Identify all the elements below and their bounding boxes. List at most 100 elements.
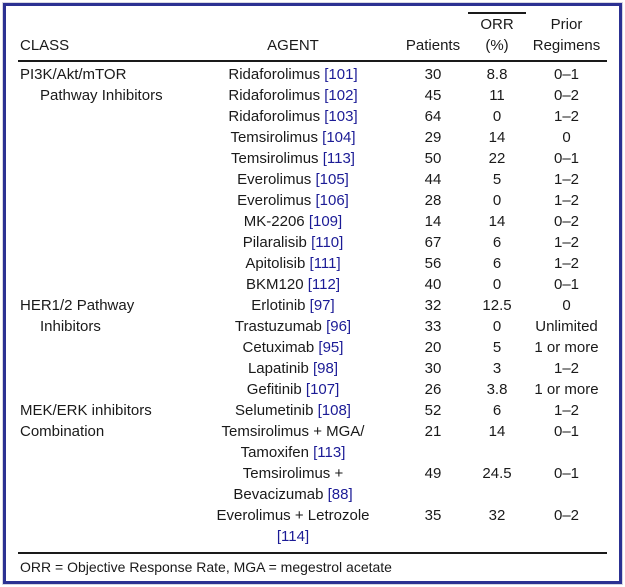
- table-row: Temsirolimus + Bevacizumab [88] 49 24.5 0–1: [18, 463, 607, 505]
- prior-regimens-cell: Unlimited: [535, 318, 598, 335]
- patients-cell: 56: [424, 255, 442, 272]
- table-row: BKM120 [112] 40 0 0–1: [18, 274, 607, 295]
- orr-cell: 14: [488, 129, 506, 146]
- prior-regimens-cell: 1–2: [553, 234, 580, 251]
- agent-line: Selumetinib [108]: [188, 400, 398, 421]
- agent-line: Temsirolimus [104]: [188, 127, 398, 148]
- agent-cell: Ridaforolimus [101]: [188, 64, 398, 85]
- citation-ref[interactable]: [95]: [318, 339, 344, 356]
- patients-cell: 64: [424, 108, 442, 125]
- table-body: PI3K/Akt/mTOR Ridaforolimus [101] 30 8.8 0–1…: [18, 64, 607, 547]
- prior-header-line2: Regimens: [532, 37, 601, 54]
- table-row: Lapatinib [98] 30 3 1–2: [18, 358, 607, 379]
- header-rule: [18, 60, 607, 62]
- table-row: Cetuximab [95] 20 5 1 or more: [18, 337, 607, 358]
- agent-name: Ridaforolimus: [228, 108, 321, 125]
- citation-ref[interactable]: [113]: [322, 150, 355, 167]
- prior-regimens-cell: 0–2: [553, 507, 580, 524]
- orr-header-line1: ORR: [480, 16, 514, 33]
- orr-cell: 5: [492, 171, 502, 188]
- orr-cell: 3.8: [486, 381, 508, 398]
- citation-ref[interactable]: [109]: [308, 213, 343, 230]
- prior-regimens-cell: 0–1: [553, 423, 580, 440]
- patients-cell: 32: [424, 297, 442, 314]
- class-cell: PI3K/Akt/mTOR: [20, 66, 127, 83]
- table-header: CLASS AGENT Patients ORR (%) Prior Regim…: [18, 12, 607, 56]
- footnote: ORR = Objective Response Rate, MGA = meg…: [20, 559, 392, 575]
- prior-regimens-cell: 1–2: [553, 360, 580, 377]
- agent-cell: Temsirolimus + Bevacizumab [88]: [188, 463, 398, 505]
- agent-line: MK-2206 [109]: [188, 211, 398, 232]
- agent-cell: Temsirolimus [104]: [188, 127, 398, 148]
- agent-cell: Erlotinib [97]: [188, 295, 398, 316]
- table-row: Ridaforolimus [103] 64 0 1–2: [18, 106, 607, 127]
- citation-ref[interactable]: [98]: [313, 360, 339, 377]
- class-cell: [18, 169, 188, 190]
- orr-cell: 6: [492, 402, 502, 419]
- table-row: Pathway Inhibitors Ridaforolimus [102] 45 1…: [18, 85, 607, 106]
- prior-regimens-cell: 0–1: [553, 150, 580, 167]
- class-cell: Pathway Inhibitors: [40, 87, 163, 104]
- orr-cell: 24.5: [482, 465, 512, 482]
- citation-ref[interactable]: [113]: [313, 444, 346, 461]
- orr-cell: 14: [488, 423, 506, 440]
- citation-ref[interactable]: [107]: [305, 381, 340, 398]
- agent-cell: BKM120 [112]: [188, 274, 398, 295]
- patients-cell: 30: [424, 66, 442, 83]
- agent-name: Cetuximab: [242, 339, 315, 356]
- agent-line: Lapatinib [98]: [188, 358, 398, 379]
- table-row: Combination Temsirolimus + MGA/Tamoxifen …: [18, 421, 607, 463]
- class-cell: [18, 232, 188, 253]
- prior-regimens-cell: 0–1: [553, 66, 580, 83]
- citation-ref[interactable]: [101]: [324, 66, 358, 83]
- citation-ref[interactable]: [103]: [324, 108, 358, 125]
- citation-ref[interactable]: [106]: [315, 192, 349, 209]
- citation-ref[interactable]: [96]: [326, 318, 352, 335]
- class-cell: [18, 379, 188, 400]
- table-row: HER1/2 Pathway Erlotinib [97] 32 12.5 0: [18, 295, 607, 316]
- citation-ref[interactable]: [105]: [315, 171, 349, 188]
- orr-cell: 0: [492, 108, 502, 125]
- patients-cell: 28: [424, 192, 442, 209]
- agent-cell: Everolimus [106]: [188, 190, 398, 211]
- citation-ref[interactable]: [102]: [324, 87, 358, 104]
- citation-ref[interactable]: [108]: [317, 402, 351, 419]
- table-row: Pilaralisib [110] 67 6 1–2: [18, 232, 607, 253]
- agent-cell: Apitolisib [111]: [188, 253, 398, 274]
- prior-regimens-cell: 0–1: [553, 465, 580, 482]
- orr-cell: 0: [492, 276, 502, 293]
- table-row: Everolimus [106] 28 0 1–2: [18, 190, 607, 211]
- table-row: Apitolisib [111] 56 6 1–2: [18, 253, 607, 274]
- orr-cell: 5: [492, 339, 502, 356]
- agent-line: Everolimus [105]: [188, 169, 398, 190]
- class-cell: [18, 358, 188, 379]
- agent-name: Trastuzumab: [234, 318, 322, 335]
- agent-name: Temsirolimus +: [242, 465, 344, 482]
- orr-cell: 0: [492, 318, 502, 335]
- agent-name: Erlotinib: [251, 297, 306, 314]
- citation-ref[interactable]: [88]: [327, 486, 353, 503]
- citation-ref[interactable]: [110]: [311, 234, 344, 251]
- agent-line: Ridaforolimus [103]: [188, 106, 398, 127]
- patients-cell: 40: [424, 276, 442, 293]
- citation-ref[interactable]: [97]: [309, 297, 335, 314]
- citation-ref[interactable]: [114]: [276, 528, 310, 545]
- patients-cell: 67: [424, 234, 442, 251]
- citation-ref[interactable]: [112]: [307, 276, 340, 293]
- patients-cell: 52: [424, 402, 442, 419]
- table-row: MK-2206 [109] 14 14 0–2: [18, 211, 607, 232]
- agent-name: Everolimus: [237, 171, 312, 188]
- agent-name: Selumetinib: [235, 402, 314, 419]
- agent-cell: Lapatinib [98]: [188, 358, 398, 379]
- agent-name: Everolimus + Letrozole: [216, 507, 370, 524]
- agent-line: Temsirolimus + MGA/: [188, 421, 398, 442]
- class-cell: [18, 274, 188, 295]
- prior-regimens-cell: 1–2: [553, 402, 580, 419]
- patients-cell: 50: [424, 150, 442, 167]
- orr-cell: 12.5: [482, 297, 512, 314]
- agent-cell: Temsirolimus [113]: [188, 148, 398, 169]
- citation-ref[interactable]: [104]: [322, 129, 356, 146]
- agent-name: Pilaralisib: [242, 234, 307, 251]
- patients-cell: 20: [424, 339, 442, 356]
- citation-ref[interactable]: [111]: [309, 255, 341, 272]
